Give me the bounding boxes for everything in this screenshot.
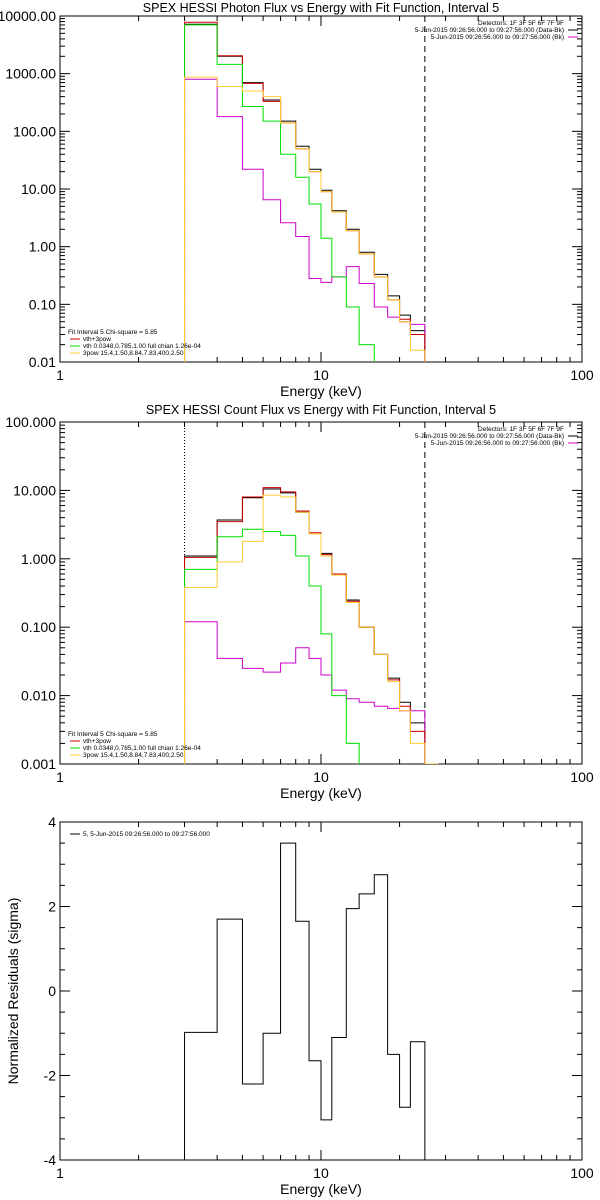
series-line-vth xyxy=(184,528,360,764)
chart-panel-3: 1 10 100 Energy (keV) -4 -2 0 2 4 Normalized Resi… xyxy=(5,814,594,1197)
x-tick-label: 1 xyxy=(56,1165,64,1181)
legend-entry: 5-Jun-2015 09:26:56.000 to 09:27:56.000 … xyxy=(415,433,564,440)
series-group xyxy=(184,842,426,1160)
y-tick-label: 100.000 xyxy=(5,414,56,430)
x-axis-label: Energy (keV) xyxy=(280,1181,362,1197)
y-tick-label: 10.00 xyxy=(21,181,56,197)
legend-entry: 5-Jun-2015 09:26:56.000 to 09:27:56.000 … xyxy=(431,440,564,447)
legend-entry: 5-Jun-2015 09:26:56.000 to 09:27:56.000 … xyxy=(431,34,564,41)
legend-entry: 5-Jun-2015 09:26:56.000 to 09:27:56.000 … xyxy=(415,27,564,34)
series-line-3pow xyxy=(184,76,426,362)
chart-title: SPEX HESSI Photon Flux vs Energy with Fi… xyxy=(143,1,499,15)
x-axis-label: Energy (keV) xyxy=(280,383,362,399)
series-group xyxy=(184,487,439,764)
y-tick-label: 0 xyxy=(48,983,56,999)
y-tick-label: 1000.00 xyxy=(5,66,56,82)
legend-entry: vth+3pow xyxy=(83,738,111,745)
y-tick-label: 0.01 xyxy=(29,354,56,370)
y-tick-label: 0.10 xyxy=(29,296,56,312)
y-tick-label: -4 xyxy=(44,1152,57,1168)
x-tick-label: 100 xyxy=(570,1165,594,1181)
y-tick-label: 10.000 xyxy=(13,482,56,498)
x-tick-label: 1 xyxy=(56,367,64,383)
series-line-vth-3pow xyxy=(184,487,439,764)
legend-entry: 3pow 15.4,1.50,8.84,7.83,400,2.50 xyxy=(83,752,184,759)
legend-entry: vth 0.0348,0.785,1.00 full chian 1.26e-0… xyxy=(83,343,201,350)
series-line-bk xyxy=(184,78,426,362)
x-tick-label: 1 xyxy=(56,769,64,785)
legend-entry: Detectors: 1F 3F 5F 6F 7F 9F xyxy=(478,426,564,433)
y-tick-label: -2 xyxy=(44,1068,57,1084)
y-tick-label: 0.010 xyxy=(21,688,56,704)
series-line-data-bk xyxy=(184,23,426,362)
chart-title: SPEX HESSI Count Flux vs Energy with Fit… xyxy=(146,403,496,417)
x-tick-label: 100 xyxy=(570,367,594,383)
x-tick-label: 10 xyxy=(313,1165,329,1181)
series-line-3pow xyxy=(184,494,439,764)
y-tick-label: 0.100 xyxy=(21,619,56,635)
series-line-vth xyxy=(184,24,375,362)
y-tick-label: 4 xyxy=(48,814,56,830)
chart-panel-2: SPEX HESSI Count Flux vs Energy with Fit… xyxy=(5,403,594,801)
legend-entry: Detectors: 1F 3F 5F 6F 7F 9F xyxy=(478,20,564,27)
x-tick-label: 10 xyxy=(313,769,329,785)
y-tick-label: 0.001 xyxy=(21,756,56,772)
x-axis-label: Energy (keV) xyxy=(280,785,362,801)
y-axis-label: Normalized Residuals (sigma) xyxy=(5,898,21,1085)
y-tick-label: 2 xyxy=(48,899,56,915)
y-tick-label: 1.000 xyxy=(21,551,56,567)
series-line-data-bk xyxy=(184,488,439,764)
series-group xyxy=(184,21,426,362)
y-tick-label: 100.00 xyxy=(13,123,56,139)
x-tick-label: 10 xyxy=(313,367,329,383)
series-line-5 xyxy=(184,842,426,1160)
x-tick-label: 100 xyxy=(570,769,594,785)
legend-entry: 5, 5-Jun-2015 09:26:56.000 to 09:27:56.0… xyxy=(83,831,210,838)
legend-entry: 3pow 15.4,1.50,8.84,7.83,400,2.50 xyxy=(83,350,184,357)
y-tick-label: 10000.00 xyxy=(0,8,56,24)
chart-panel-1: SPEX HESSI Photon Flux vs Energy with Fi… xyxy=(0,1,594,399)
y-tick-label: 1.00 xyxy=(29,239,56,255)
legend-entry: Fit Interval 5 Chi-square = 5.85 xyxy=(68,329,158,336)
legend-entry: vth+3pow xyxy=(83,336,111,343)
legend-entry: vth 0.0348,0.785,1.00 full chian 1.26e-0… xyxy=(83,745,201,752)
legend-entry: Fit Interval 5 Chi-square = 5.85 xyxy=(68,731,158,738)
